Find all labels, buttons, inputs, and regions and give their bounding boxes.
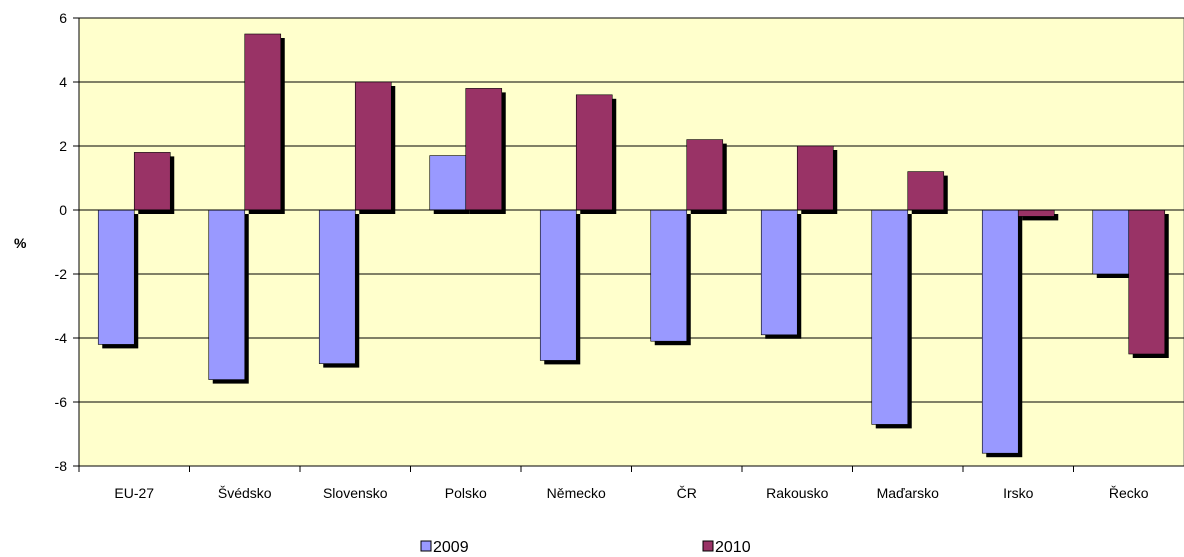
bar-2009-8: [981, 209, 1019, 454]
bar-2010-2: [354, 81, 392, 211]
bar-2010-7: [907, 171, 945, 211]
bar-2009-5: [650, 209, 688, 342]
bar-2010-1: [244, 33, 282, 211]
bar-2009-0: [97, 209, 135, 345]
bar-2009-1: [208, 209, 246, 380]
bars: [79, 33, 1184, 458]
legend-swatch-2010: [702, 540, 714, 552]
bar-2009-2: [318, 209, 356, 364]
x-tick-label-2: Slovensko: [323, 485, 388, 501]
bar-2010-6: [796, 145, 834, 211]
legend-label-2010: 2010: [715, 539, 751, 556]
y-tick-label-6: -6: [55, 394, 68, 410]
y-tick-label-7: -8: [55, 458, 68, 474]
x-tick-label-1: Švédsko: [218, 485, 272, 501]
bar-2010-3: [465, 88, 503, 211]
y-tick-label-3: 0: [59, 202, 67, 218]
legend: 2009 2010: [420, 539, 751, 556]
bar-2009-3: [429, 155, 467, 211]
y-tick-label-0: 6: [59, 10, 67, 26]
x-tick-label-6: Rakousko: [766, 485, 828, 501]
bar-2010-5: [686, 139, 724, 211]
x-tick-label-9: Řecko: [1109, 485, 1149, 501]
y-axis-ticks: 6 4 2 0 -2 -4 -6 -8: [55, 10, 80, 474]
x-tick-label-0: EU-27: [114, 485, 154, 501]
y-tick-label-5: -4: [55, 330, 68, 346]
bar-2009-4: [539, 209, 577, 361]
bar-2010-0: [133, 152, 171, 211]
legend-swatch-2009: [420, 540, 432, 552]
y-tick-label-1: 4: [59, 74, 67, 90]
y-axis-label: %: [14, 235, 27, 251]
bar-2010-9: [1128, 209, 1166, 355]
y-tick-label-2: 2: [59, 138, 67, 154]
x-axis-ticks: EU-27 Švédsko Slovensko Polsko Německo ČR Rako…: [78, 466, 1149, 501]
x-tick-label-8: Irsko: [1003, 485, 1034, 501]
x-tick-label-5: ČR: [677, 485, 697, 501]
bar-2010-4: [575, 94, 613, 211]
x-tick-label-4: Německo: [547, 485, 606, 501]
bar-shadow-2010-8: [1022, 214, 1059, 221]
bar-2009-7: [871, 209, 909, 425]
bar-2010-8: [1017, 209, 1055, 217]
x-tick-label-7: Maďarsko: [877, 485, 940, 501]
bar-2009-6: [760, 209, 798, 336]
bar-2009-9: [1092, 209, 1130, 275]
x-tick-label-3: Polsko: [445, 485, 487, 501]
legend-label-2009: 2009: [433, 539, 469, 556]
y-tick-label-4: -2: [55, 266, 68, 282]
